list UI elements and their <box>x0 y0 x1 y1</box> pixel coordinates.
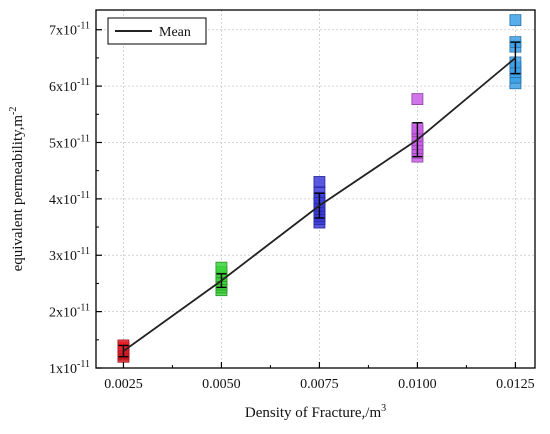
y-tick-label: 4x10-11 <box>49 190 90 208</box>
data-group <box>411 93 424 163</box>
y-tick-mantissa: 2x10 <box>49 306 77 321</box>
legend: Mean <box>107 17 207 45</box>
x-tick-label: 0.0075 <box>300 377 339 392</box>
x-tick-label: 0.0125 <box>496 377 535 392</box>
y-tick-exponent: -11 <box>77 190 90 201</box>
y-axis-title-text: equivalent permeability,m <box>10 115 26 272</box>
data-group <box>215 261 228 297</box>
y-tick-mantissa: 3x10 <box>49 249 77 264</box>
y-tick-mantissa: 1x10 <box>49 362 77 377</box>
data-point <box>215 261 228 274</box>
mean-line <box>122 57 516 352</box>
x-axis-title-sup: 3 <box>381 403 386 414</box>
x-tick-label: 0.0050 <box>202 377 241 392</box>
y-axis-title-sup: -2 <box>8 107 19 115</box>
data-point <box>509 14 522 27</box>
x-tick-label: 0.0025 <box>104 377 143 392</box>
y-tick-label: 1x10-11 <box>49 359 90 377</box>
y-tick-exponent: -11 <box>77 133 90 144</box>
axis-ticks: 0.0025 0.0050 0.0075 0.0100 0.01251x10-112x1… <box>49 21 535 392</box>
y-tick-label: 6x10-11 <box>49 77 90 95</box>
y-tick-exponent: -11 <box>77 303 90 314</box>
data-point <box>313 176 326 188</box>
y-axis-title: equivalent permeability,m-2 <box>8 107 26 272</box>
y-tick-exponent: -11 <box>77 77 90 88</box>
y-tick-label: 7x10-11 <box>49 21 90 39</box>
data-group <box>509 14 522 90</box>
y-tick-mantissa: 6x10 <box>49 80 77 95</box>
data-groups <box>117 14 522 363</box>
y-tick-label: 5x10-11 <box>49 133 90 151</box>
data-group <box>313 176 326 229</box>
y-tick-exponent: -11 <box>77 21 90 32</box>
legend-entry-mean: Mean <box>159 25 191 40</box>
x-tick-label: 0.0100 <box>398 377 437 392</box>
y-tick-label: 3x10-11 <box>49 246 90 264</box>
y-tick-label: 2x10-11 <box>49 303 90 321</box>
y-tick-mantissa: 7x10 <box>49 24 77 39</box>
mean-line-layer <box>122 57 516 352</box>
y-tick-mantissa: 5x10 <box>49 136 77 151</box>
x-axis-title: Density of Fracture,/m3 <box>245 403 386 421</box>
x-axis-title-text: Density of Fracture,/m <box>245 405 382 421</box>
y-tick-exponent: -11 <box>77 359 90 370</box>
plot-frame <box>95 9 536 369</box>
y-tick-mantissa: 4x10 <box>49 193 77 208</box>
y-tick-exponent: -11 <box>77 246 90 257</box>
data-point <box>411 93 424 105</box>
